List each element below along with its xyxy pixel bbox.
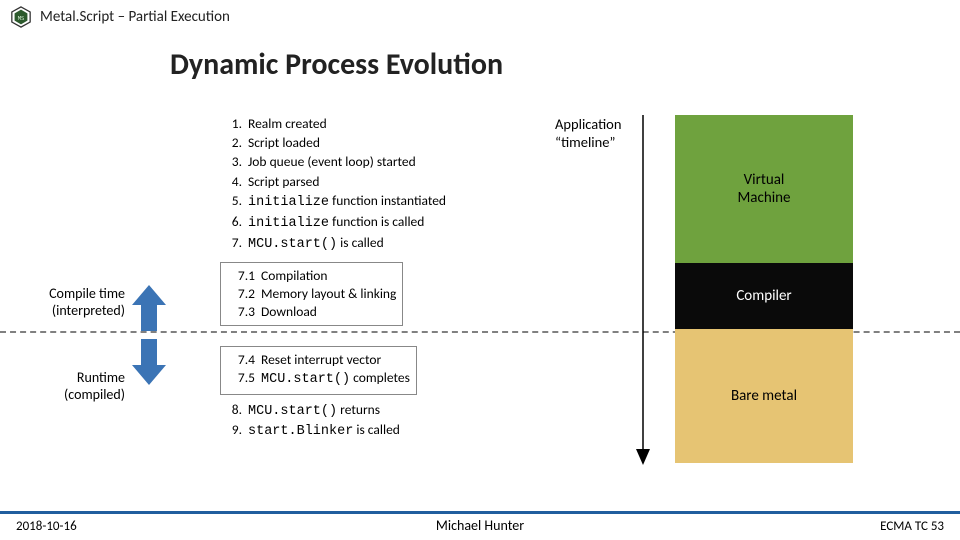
runtime-label: Runtime (compiled) xyxy=(10,369,125,403)
slide: MS Metal.Script – Partial Execution Dyna… xyxy=(0,0,960,540)
substep-item: 7.1Compilation xyxy=(225,267,396,285)
steps-list: 1.Realm created2.Script loaded3.Job queu… xyxy=(220,115,520,441)
page-title: Dynamic Process Evolution xyxy=(170,46,960,83)
compiled-text: (compiled) xyxy=(64,386,125,403)
layer-box: Compiler xyxy=(675,263,853,329)
compile-time-label: Compile time (interpreted) xyxy=(10,285,125,319)
timeline-text-2: “timeline” xyxy=(555,133,616,151)
svg-text:MS: MS xyxy=(18,16,25,22)
step-item: 7.MCU.start() is called xyxy=(220,234,520,254)
interpreted-text: (interpreted) xyxy=(52,302,125,319)
timeline-text-1: Application xyxy=(555,115,621,133)
step-item: 3.Job queue (event loop) started xyxy=(220,153,520,171)
header-title: Metal.Script – Partial Execution xyxy=(40,8,230,26)
layer-boxes: VirtualMachineCompilerBare metal xyxy=(675,115,853,463)
compile-time-text: Compile time xyxy=(49,285,125,302)
layer-box: Bare metal xyxy=(675,329,853,463)
footer-rule xyxy=(0,511,960,514)
step-item: 5.initialize function instantiated xyxy=(220,192,520,212)
substep-item: 7.2Memory layout & linking xyxy=(225,285,396,303)
compile-substeps-box: 7.1Compilation7.2Memory layout & linking… xyxy=(220,262,403,327)
down-arrow-icon xyxy=(132,339,166,385)
runtime-text: Runtime xyxy=(77,369,125,386)
footer-author: Michael Hunter xyxy=(0,517,960,534)
final-step-item: 8.MCU.start() returns xyxy=(220,401,520,421)
substep-item: 7.4Reset interrupt vector xyxy=(225,351,410,369)
step-item: 1.Realm created xyxy=(220,115,520,133)
step-item: 4.Script parsed xyxy=(220,173,520,191)
footer-org: ECMA TC 53 xyxy=(880,519,944,534)
layer-box: VirtualMachine xyxy=(675,115,853,263)
substep-item: 7.5MCU.start() completes xyxy=(225,369,410,389)
step-item: 6.initialize function is called xyxy=(220,213,520,233)
step-item: 2.Script loaded xyxy=(220,134,520,152)
hex-logo-icon: MS xyxy=(10,6,32,28)
timeline-arrow-icon xyxy=(636,115,650,465)
final-step-item: 9.start.Blinker is called xyxy=(220,421,520,441)
phase-arrows xyxy=(132,285,172,385)
final-steps: 8.MCU.start() returns9.start.Blinker is … xyxy=(220,401,520,441)
left-labels: Compile time (interpreted) Runtime (comp… xyxy=(10,285,125,403)
header: MS Metal.Script – Partial Execution xyxy=(0,0,960,32)
substep-item: 7.3Download xyxy=(225,303,396,321)
up-arrow-icon xyxy=(132,285,166,331)
runtime-substeps-box: 7.4Reset interrupt vector7.5MCU.start() … xyxy=(220,346,417,394)
